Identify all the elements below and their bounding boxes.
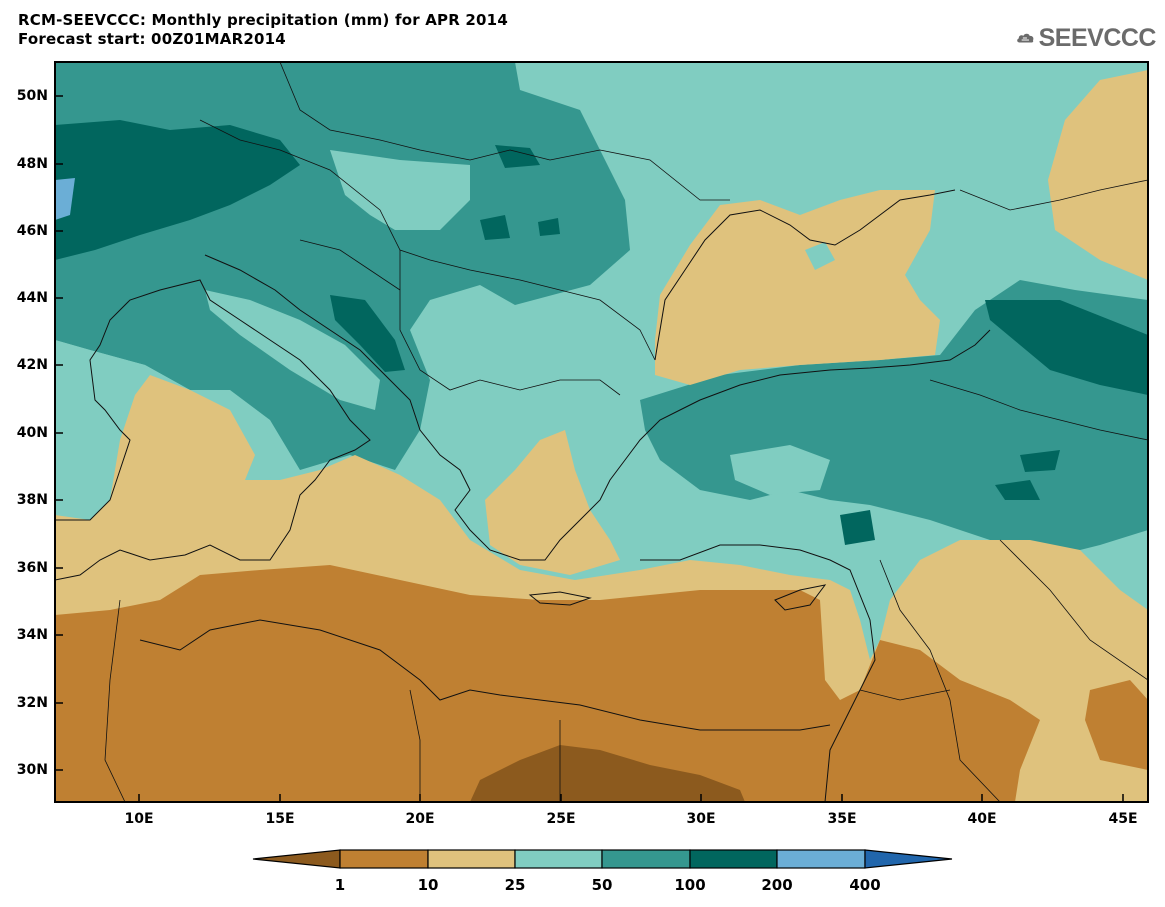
axis-ticks <box>55 95 1124 802</box>
field-25-50-adriatic <box>205 290 380 410</box>
field-100-200-east-turkey <box>1020 450 1060 472</box>
lon-label: 10E <box>124 811 154 827</box>
lon-label: 20E <box>405 811 435 827</box>
lat-label: 44N <box>16 290 48 306</box>
title-line-1: RCM-SEEVCCC: Monthly precipitation (mm) … <box>18 11 508 29</box>
colorbar-label: 100 <box>674 876 706 894</box>
field-10-25-black-sea <box>655 190 940 385</box>
lon-label: 35E <box>827 811 857 827</box>
lat-label: 30N <box>16 762 48 778</box>
lon-label: 15E <box>265 811 295 827</box>
lat-label: 36N <box>16 560 48 576</box>
colorbar-label: 400 <box>849 876 881 894</box>
colorbar-label: 1 <box>334 876 346 894</box>
colorbar-label: 10 <box>417 876 439 894</box>
colorbar-bin-100-200 <box>689 849 778 869</box>
precipitation-fields <box>55 62 1148 802</box>
lat-label: 42N <box>16 357 48 373</box>
lon-label: 40E <box>967 811 997 827</box>
lon-label: 30E <box>686 811 716 827</box>
lat-label: 38N <box>16 492 48 508</box>
field-100-200-romania-b <box>538 218 560 236</box>
lat-label: 48N <box>16 156 48 172</box>
field-100-200-caucasus <box>985 300 1148 395</box>
field-1-10-arabia <box>1085 680 1148 770</box>
field-25-50-pannonia <box>330 150 470 230</box>
colorbar-bin-200-400 <box>776 849 866 869</box>
colorbar-label: 25 <box>504 876 526 894</box>
lat-label: 40N <box>16 425 48 441</box>
lat-label: 34N <box>16 627 48 643</box>
title-line-2: Forecast start: 00Z01MAR2014 <box>18 30 286 48</box>
colorbar-label: 200 <box>761 876 793 894</box>
field-10-25-aegean <box>485 430 620 575</box>
colorbar-label: 50 <box>591 876 613 894</box>
lon-label: 25E <box>546 811 576 827</box>
lon-label: 45E <box>1108 811 1138 827</box>
field-below-1-egypt <box>470 745 745 802</box>
logo-text: SEEVCCC <box>1038 23 1157 52</box>
colorbar-lower-arrow <box>252 849 341 869</box>
colorbar-bin-10-25 <box>427 849 516 869</box>
field-25-50-crimea <box>805 242 835 270</box>
field-10-25-northeast <box>1048 70 1148 280</box>
country-borders <box>104 62 1148 802</box>
field-200-400-alps <box>55 178 75 220</box>
colorbar-bin-25-50 <box>514 849 603 869</box>
lat-label: 46N <box>16 223 48 239</box>
map-title: RCM-SEEVCCC: Monthly precipitation (mm) … <box>18 10 508 48</box>
field-100-200-alps <box>55 120 300 260</box>
cloud-icon <box>1017 33 1034 43</box>
field-100-200-romania-a <box>480 215 510 240</box>
colorbar-upper-arrow <box>864 849 953 869</box>
coastlines <box>55 189 991 802</box>
colorbar-bin-50-100 <box>601 849 691 869</box>
field-1-10-north-africa <box>55 565 1040 802</box>
seevccc-logo: SEEVCCC <box>1016 20 1157 56</box>
field-100-200-east-turkey-b <box>995 480 1040 500</box>
colorbar <box>252 849 953 869</box>
map-frame <box>54 61 1149 803</box>
lat-label: 32N <box>16 695 48 711</box>
field-100-200-dinaric <box>330 295 405 372</box>
field-25-50-central-anatolia <box>730 445 830 495</box>
field-100-200-taurus <box>840 510 875 545</box>
lat-label: 50N <box>16 88 48 104</box>
colorbar-bin-1-10 <box>339 849 429 869</box>
